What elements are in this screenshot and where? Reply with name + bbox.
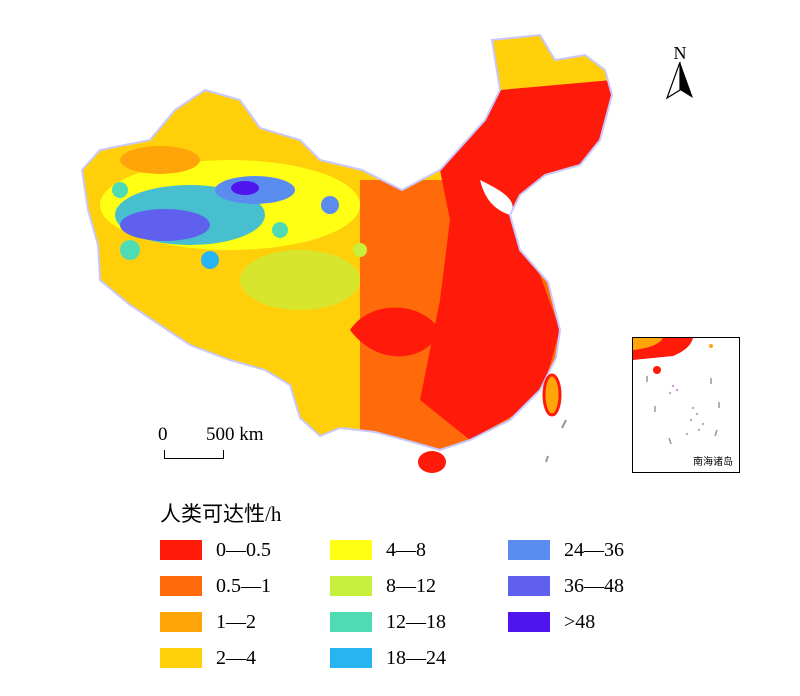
legend: 人类可达性/h 0—0.5 0.5—1 1—2 2—4 4—8 8—12 12—18 18—2… xyxy=(160,498,680,688)
legend-swatch xyxy=(330,540,372,560)
scale-bar: 0 500 km xyxy=(158,424,288,464)
legend-swatch xyxy=(160,612,202,632)
scale-distance-label: 500 km xyxy=(206,424,264,445)
legend-swatch xyxy=(160,576,202,596)
legend-label: >48 xyxy=(564,611,596,633)
scale-bar-line xyxy=(164,450,224,459)
taiwan-island xyxy=(542,373,562,417)
north-arrow-icon xyxy=(666,62,693,100)
legend-swatch xyxy=(508,576,550,596)
inset-label: 南海诸岛 xyxy=(693,457,733,468)
nine-dash-line xyxy=(561,419,567,429)
legend-label: 0.5—1 xyxy=(216,575,271,597)
legend-swatch xyxy=(330,612,372,632)
legend-label: 18—24 xyxy=(386,647,446,669)
legend-label: 12—18 xyxy=(386,611,446,633)
china-map xyxy=(80,33,614,473)
legend-label: 4—8 xyxy=(386,539,426,561)
north-arrow: N xyxy=(664,44,696,104)
legend-swatch xyxy=(160,540,202,560)
legend-swatch xyxy=(330,648,372,668)
nine-dash-line xyxy=(545,455,549,463)
legend-swatch xyxy=(330,576,372,596)
legend-swatch xyxy=(508,612,550,632)
china-border xyxy=(80,33,614,452)
hainan-island xyxy=(418,451,446,473)
north-arrow-letter: N xyxy=(673,43,687,63)
legend-label: 0—0.5 xyxy=(216,539,271,561)
legend-label: 2—4 xyxy=(216,647,256,669)
legend-label: 24—36 xyxy=(564,539,624,561)
legend-label: 1—2 xyxy=(216,611,256,633)
legend-swatch xyxy=(160,648,202,668)
legend-title: 人类可达性/h xyxy=(160,502,282,526)
inset-map xyxy=(633,338,720,445)
scale-zero-label: 0 xyxy=(158,424,168,445)
legend-label: 8—12 xyxy=(386,575,436,597)
south-china-sea-inset: 南海诸岛 xyxy=(632,337,740,473)
legend-label: 36—48 xyxy=(564,575,624,597)
legend-swatch xyxy=(508,540,550,560)
